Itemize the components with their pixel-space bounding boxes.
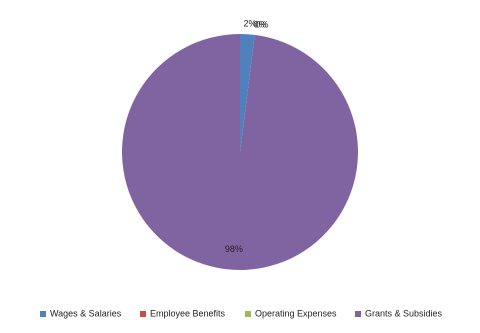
legend-label: Employee Benefits	[150, 308, 226, 318]
data-label: 2%	[244, 19, 257, 29]
legend-swatch	[140, 311, 146, 317]
data-label: 0%	[256, 19, 269, 29]
legend-label: Operating Expenses	[255, 308, 337, 318]
data-label: 0%	[254, 19, 267, 29]
data-label: 98%	[225, 244, 243, 254]
legend-swatch	[245, 311, 251, 317]
legend-label: Grants & Subsidies	[365, 308, 443, 318]
pie-slice	[122, 34, 359, 270]
legend-label: Wages & Salaries	[50, 308, 122, 318]
pie-slice	[240, 34, 255, 152]
legend-swatch	[355, 311, 361, 317]
legend-swatch	[40, 311, 46, 317]
